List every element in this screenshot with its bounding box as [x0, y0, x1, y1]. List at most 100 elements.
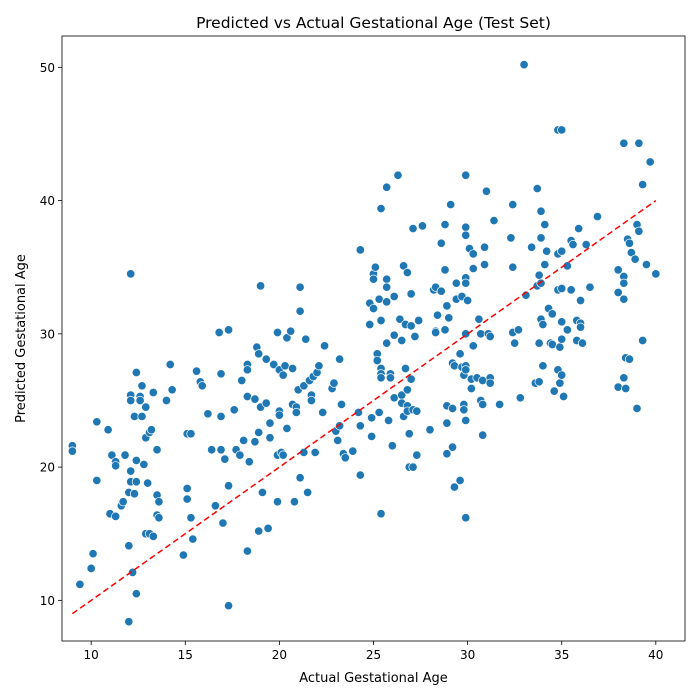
data-point [224, 325, 234, 335]
data-point [218, 518, 228, 528]
data-point [250, 437, 260, 447]
data-point [442, 449, 452, 459]
data-point [510, 338, 520, 348]
data-point [534, 270, 544, 280]
data-point [288, 363, 298, 374]
reference-line [71, 199, 657, 615]
data-point [624, 238, 635, 248]
data-point [131, 477, 141, 487]
x-tick-label: 30 [460, 648, 475, 662]
data-point [634, 138, 644, 148]
data-point [461, 222, 471, 232]
data-point [476, 329, 486, 339]
data-point [389, 393, 399, 403]
data-point [254, 349, 264, 359]
data-point [310, 447, 320, 457]
x-tick-label: 40 [648, 648, 663, 662]
data-point [254, 526, 264, 536]
data-point [278, 370, 288, 380]
data-point [402, 385, 412, 395]
data-point [303, 487, 313, 497]
data-point [111, 511, 121, 521]
data-point [613, 287, 623, 298]
x-axis-label: Actual Gestational Age [299, 671, 448, 686]
data-point [242, 365, 252, 375]
data-point [624, 354, 635, 364]
data-point [444, 313, 454, 323]
data-point [479, 242, 490, 252]
data-point [447, 442, 458, 452]
data-point [575, 322, 586, 332]
data-point [395, 314, 405, 324]
data-point [613, 382, 623, 392]
data-point [468, 249, 478, 259]
data-point [459, 405, 469, 415]
data-point [549, 386, 559, 396]
data-point [536, 233, 546, 243]
data-point [333, 435, 343, 445]
data-point [88, 549, 98, 559]
data-point [263, 523, 273, 533]
data-point [244, 457, 254, 467]
data-point [557, 370, 567, 380]
data-point [574, 224, 584, 234]
data-point [468, 263, 478, 274]
data-point [335, 354, 345, 364]
data-point [216, 445, 226, 455]
data-point [542, 246, 552, 256]
data-point [495, 399, 505, 410]
data-point [406, 289, 416, 299]
data-point [532, 184, 542, 194]
data-point [468, 341, 478, 351]
data-point [461, 365, 471, 375]
data-point [592, 212, 603, 222]
data-point [555, 378, 565, 388]
data-point [559, 391, 569, 402]
data-point [412, 450, 422, 460]
data-point [129, 489, 140, 499]
data-point [547, 309, 557, 319]
data-point [124, 541, 134, 551]
data-point [417, 221, 427, 231]
data-point [638, 335, 648, 346]
data-point [461, 513, 471, 523]
data-point [506, 233, 516, 243]
data-point [540, 259, 550, 270]
data-point [229, 405, 239, 415]
data-point [280, 361, 290, 371]
data-point [478, 399, 488, 410]
data-point [440, 265, 450, 275]
x-axis: 10 15 20 25 30 35 40 [84, 641, 663, 662]
data-point [178, 550, 188, 560]
data-point [126, 269, 136, 279]
data-point [613, 265, 623, 275]
data-point [376, 204, 386, 214]
data-point [402, 267, 412, 278]
data-point [513, 325, 523, 335]
data-point [557, 283, 567, 294]
data-point [634, 226, 644, 236]
data-point [289, 497, 299, 507]
data-point [449, 482, 459, 492]
data-point [129, 411, 140, 422]
data-point [382, 282, 392, 292]
x-tick-label: 10 [84, 648, 99, 662]
data-point [577, 338, 587, 348]
data-point [508, 200, 518, 210]
data-point [461, 278, 471, 288]
data-point [237, 375, 247, 386]
data-point [406, 374, 416, 384]
data-point [566, 285, 576, 295]
data-point [619, 278, 629, 288]
data-point [67, 446, 77, 456]
data-point [489, 216, 499, 226]
data-point [92, 475, 102, 485]
data-point [131, 367, 141, 378]
data-point [527, 242, 537, 252]
data-point [224, 601, 234, 611]
data-point [547, 339, 557, 350]
data-point [521, 290, 531, 300]
data-point [118, 497, 128, 507]
data-point [414, 315, 424, 326]
